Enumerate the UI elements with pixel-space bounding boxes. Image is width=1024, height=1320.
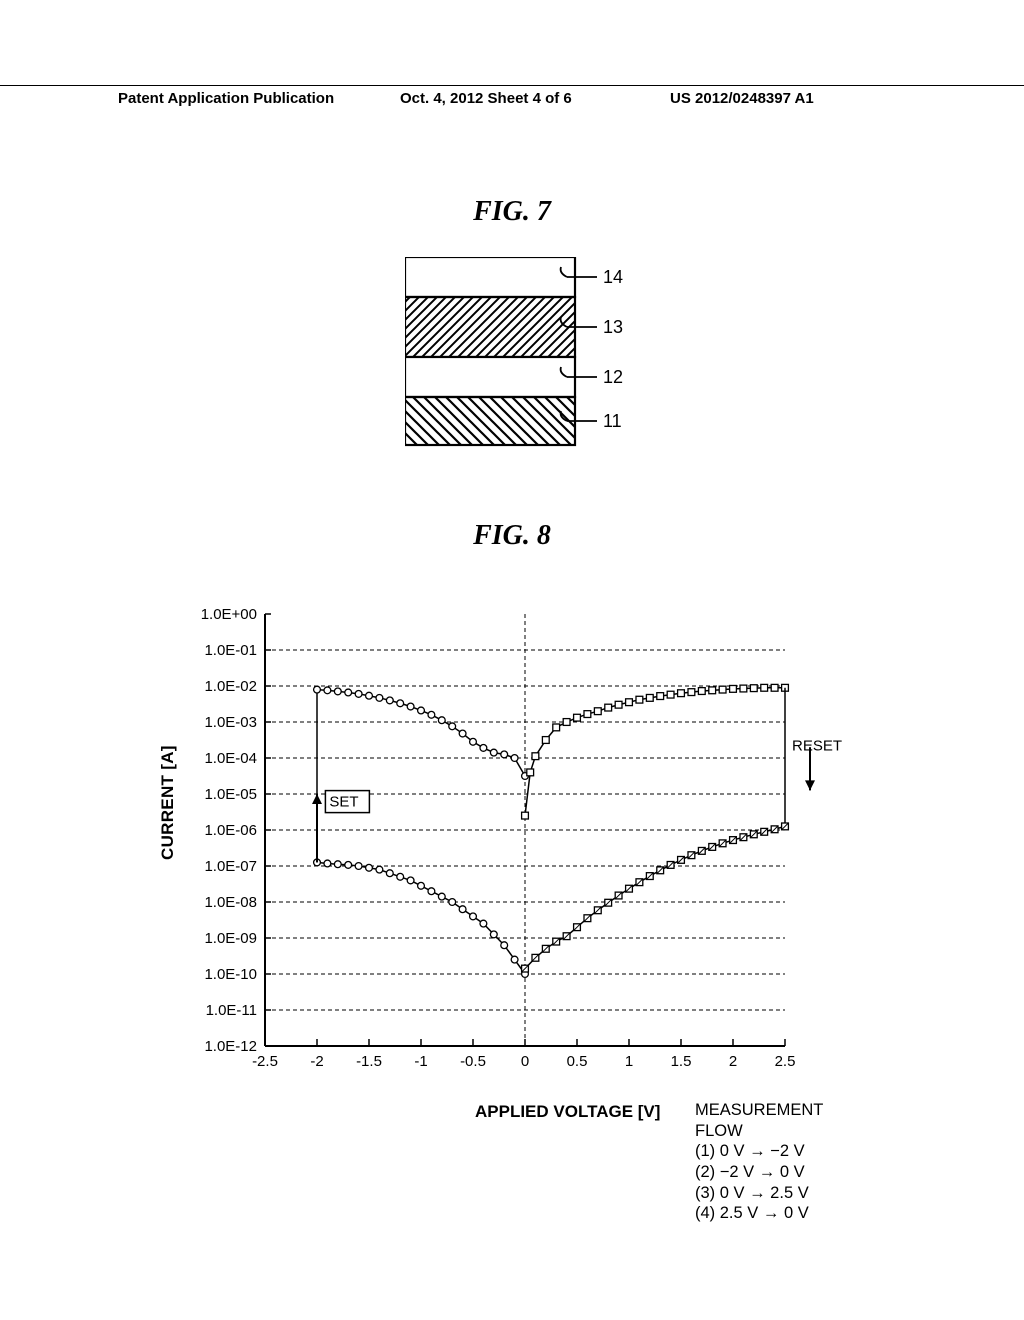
svg-text:-1.5: -1.5 [356,1053,382,1070]
svg-text:1.0E-08: 1.0E-08 [204,894,257,911]
svg-text:1.0E-05: 1.0E-05 [204,786,257,803]
measurement-flow-step: (1) 0 V → −2 V [695,1141,875,1162]
svg-text:-2: -2 [310,1053,323,1070]
header-mid: Oct. 4, 2012 Sheet 4 of 6 [400,90,572,107]
svg-text:0.5: 0.5 [567,1053,588,1070]
page-header: Patent Application Publication Oct. 4, 2… [0,85,1024,90]
svg-text:0: 0 [521,1053,529,1070]
svg-text:1.0E-11: 1.0E-11 [206,1002,257,1019]
svg-text:12: 12 [603,367,623,387]
svg-text:1.0E-12: 1.0E-12 [204,1038,257,1055]
svg-text:1.0E+00: 1.0E+00 [201,606,257,623]
y-axis-label: CURRENT [A] [158,745,178,860]
svg-text:2.5: 2.5 [775,1053,796,1070]
svg-text:1: 1 [625,1053,633,1070]
measurement-flow-step: (4) 2.5 V → 0 V [695,1203,875,1224]
svg-text:-1: -1 [414,1053,427,1070]
x-axis-label: APPLIED VOLTAGE [V] [475,1102,660,1122]
fig7-title: FIG. 7 [0,196,1024,228]
svg-text:1.0E-01: 1.0E-01 [204,642,257,659]
svg-text:RESET: RESET [792,737,842,754]
svg-text:1.0E-04: 1.0E-04 [204,750,257,767]
svg-text:1.0E-02: 1.0E-02 [204,678,257,695]
svg-text:13: 13 [603,317,623,337]
fig8-title: FIG. 8 [0,520,1024,552]
measurement-flow-step: (2) −2 V → 0 V [695,1162,875,1183]
svg-text:SET: SET [329,794,358,811]
measurement-flow-title: MEASUREMENT FLOW [695,1100,875,1141]
measurement-flow-step: (3) 0 V → 2.5 V [695,1183,875,1204]
chart-svg: 1.0E+00 1.0E-01 1.0E-02 1.0E-03 1.0E-04 1.0E-… [155,600,875,1100]
fig7-diagram: 14 13 12 11 [405,257,665,467]
fig8-chart: 1.0E+00 1.0E-01 1.0E-02 1.0E-03 1.0E-04 1.0E-… [155,600,875,1105]
header-left: Patent Application Publication [118,90,334,107]
svg-text:1.5: 1.5 [671,1053,692,1070]
svg-text:-2.5: -2.5 [252,1053,278,1070]
measurement-flow-box: MEASUREMENT FLOW (1) 0 V → −2 V (2) −2 V… [695,1100,875,1224]
svg-text:1.0E-10: 1.0E-10 [204,966,257,983]
svg-text:11: 11 [603,411,622,431]
header-right: US 2012/0248397 A1 [670,90,814,107]
svg-text:1.0E-09: 1.0E-09 [204,930,257,947]
svg-text:1.0E-07: 1.0E-07 [204,858,257,875]
svg-text:1.0E-03: 1.0E-03 [204,714,257,731]
svg-text:-0.5: -0.5 [460,1053,486,1070]
svg-text:1.0E-06: 1.0E-06 [204,822,257,839]
svg-text:2: 2 [729,1053,737,1070]
svg-text:14: 14 [603,267,623,287]
